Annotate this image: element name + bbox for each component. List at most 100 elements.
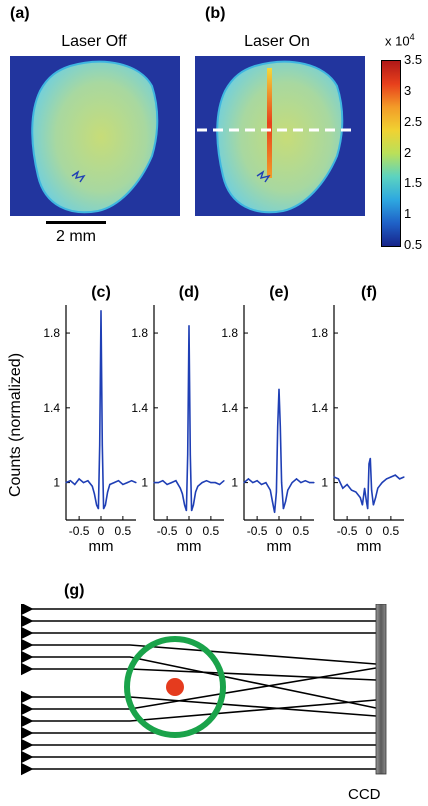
profile-data-point: [157, 482, 159, 484]
profile-data-point: [355, 491, 357, 493]
panel-label: (e): [269, 284, 289, 301]
x-tick-label: -0.5: [247, 524, 268, 538]
panel-label-a: (a): [10, 5, 30, 22]
colorbar-exponent: x 104: [385, 32, 415, 48]
y-tick-label: 1.8: [131, 326, 148, 340]
y-tick-label: 1: [141, 476, 148, 490]
profile-data-point: [371, 489, 373, 491]
panel-title-b: Laser On: [244, 33, 310, 50]
profile-data-point: [381, 482, 383, 484]
profile-data-point: [117, 480, 120, 482]
profile-data-point: [394, 474, 396, 476]
panel-label-b: (b): [205, 5, 226, 22]
profile-data-point: [403, 476, 405, 478]
profile-data-point: [191, 510, 193, 512]
laser-off-image: [10, 56, 180, 216]
colorbar-tick-label: 2.5: [404, 113, 423, 129]
profile-data-point: [265, 482, 267, 484]
profile-data-point: [175, 480, 177, 482]
profile-data-point: [97, 508, 99, 510]
profile-data-point: [337, 478, 339, 480]
profile-plot: (e) 1 1.4 1.8 -0.5 0 0.5mm: [221, 284, 315, 555]
profile-data-point: [269, 489, 271, 491]
profile-data-point: [275, 491, 277, 493]
profile-plot: (c) 1 1.4 1.8 -0.5 0 0.5mm: [43, 284, 137, 555]
profile-data-point: [194, 491, 197, 493]
sample-defect: [256, 170, 271, 183]
profile-data-point: [210, 482, 212, 484]
y-tick-label: 1.4: [221, 401, 238, 415]
profile-data-point: [122, 483, 124, 486]
colorbar: [381, 60, 401, 247]
profile-data-point: [65, 482, 67, 484]
profile-data-point: [113, 482, 115, 484]
x-tick-label: 0: [186, 524, 193, 538]
ray-deflected: [20, 690, 377, 717]
profile-data-point: [368, 463, 370, 465]
y-tick-label: 1.4: [131, 401, 148, 415]
profile-data-point: [361, 504, 364, 506]
profile-data-point: [104, 504, 106, 506]
profile-plot: (d) 1 1.4 1.8 -0.5 0 0.5mm: [131, 284, 225, 555]
sample-defect: [71, 170, 86, 183]
panel-label-g: (g): [64, 582, 85, 599]
y-tick-label: 1.8: [221, 326, 238, 340]
straight-rays: [20, 604, 376, 776]
profile-data-point: [278, 388, 280, 390]
colorbar-exponent-power: 4: [409, 32, 415, 42]
profile-data-point: [82, 482, 85, 484]
profile-data-point: [197, 485, 199, 487]
profile-data-point: [243, 482, 245, 484]
profile-data-point: [277, 425, 279, 428]
x-tick-label: 0.5: [115, 524, 132, 538]
colorbar-ticks: 3.5 3 2.5 2 1.5 1 0.5: [404, 52, 428, 252]
profile-series-line: [154, 325, 225, 511]
profile-data-point: [372, 504, 374, 506]
profile-series-line: [65, 310, 137, 510]
profile-data-point: [247, 478, 249, 480]
profile-series-line: [333, 458, 405, 509]
profile-data-point: [135, 482, 137, 484]
profile-data-point: [274, 511, 276, 514]
colorbar-tick-label: 2: [404, 144, 412, 160]
ccd-detector: [375, 604, 387, 775]
x-tick-label: -0.5: [337, 524, 358, 538]
profile-data-point: [256, 480, 258, 482]
profile-data-point: [252, 482, 254, 484]
profile-data-point: [364, 487, 366, 489]
profile-data-point: [399, 478, 401, 480]
profile-data-point: [103, 508, 105, 510]
x-tick-label: 0.5: [203, 524, 220, 538]
profile-data-point: [309, 482, 311, 484]
profile-data-point: [333, 476, 335, 478]
scalebar-label: 2 mm: [56, 228, 96, 245]
particle: [166, 678, 184, 696]
profile-data-point: [313, 482, 315, 484]
profile-data-point: [214, 482, 216, 484]
laser-on-image: [195, 56, 365, 216]
profile-data-point: [377, 487, 379, 489]
x-tick-label: 0: [276, 524, 283, 538]
y-tick-label: 1.8: [311, 326, 328, 340]
y-axis-label: Counts (normalized): [7, 353, 24, 497]
profile-data-point: [365, 500, 367, 502]
profile-data-point: [181, 493, 184, 495]
profile-data-point: [282, 508, 284, 510]
panel-label: (f): [361, 284, 377, 301]
x-tick-label: -0.5: [69, 524, 90, 538]
profile-data-point: [284, 500, 287, 502]
profile-data-point: [187, 453, 189, 456]
profile-data-point: [287, 489, 289, 491]
y-tick-label: 1.4: [43, 401, 60, 415]
colorbar-tick-label: 1.5: [404, 175, 423, 191]
profile-data-point: [390, 476, 392, 478]
profile-data-point: [170, 482, 173, 484]
profile-data-point: [185, 510, 187, 512]
x-tick-label: -0.5: [157, 524, 178, 538]
profile-plot: (f) 1 1.4 1.8 -0.5 0 0.5mm: [311, 284, 405, 555]
sample-disc: [216, 60, 344, 214]
profile-data-point: [100, 310, 102, 312]
y-tick-label: 1: [321, 476, 328, 490]
profile-data-point: [179, 487, 181, 489]
profile-data-point: [219, 483, 221, 486]
